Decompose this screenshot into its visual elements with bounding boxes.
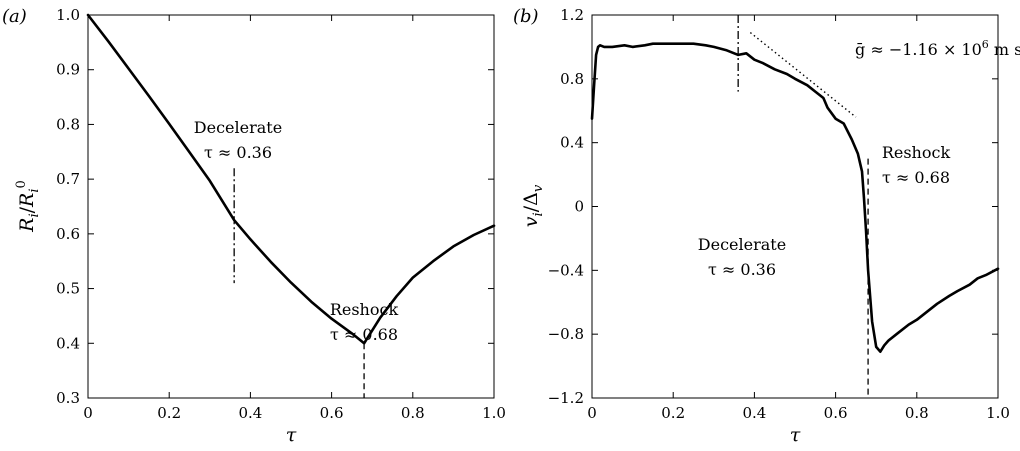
- panel-a-x-tick-label: 0.8: [401, 404, 425, 422]
- panel-b-x-tick-label: 1.0: [986, 404, 1010, 422]
- panel-b-reshock-value: τ ≈ 0.68: [882, 168, 950, 187]
- panel-a-x-axis-label: τ: [286, 424, 297, 446]
- panel-a-series-line: [86, 13, 496, 345]
- panel-b-y-tick-label: 0: [574, 198, 584, 216]
- panel-a: (a) 0 0.2 0.4 0.6 0.8 1.0 0.3 0.4 0.5 0.6 0.7 0.8 0.…: [2, 6, 506, 446]
- panel-a-y-tick-label: 1.0: [56, 6, 80, 24]
- panel-b-y-tick-label: −0.8: [548, 325, 584, 343]
- panel-b-series-line: [590, 42, 1000, 354]
- panel-b-plot-frame: [591, 14, 999, 399]
- panel-a-y-tick-label: 0.3: [56, 389, 80, 407]
- panel-a-y-axis-label: Ri/Ri0: [14, 180, 42, 233]
- panel-a-plot-frame: [87, 14, 495, 399]
- panel-b-y-tick-label: 0.8: [560, 70, 584, 88]
- panel-b-decelerate-value: τ ≈ 0.36: [708, 260, 776, 279]
- panel-a-x-tick-label: 1.0: [482, 404, 506, 422]
- panel-b-y-tick-label: −1.2: [548, 389, 584, 407]
- panel-a-x-tick-label: 0.6: [320, 404, 344, 422]
- panel-b-ticks: 0 0.2 0.4 0.6 0.8 1.0 −1.2 −0.8 −0.4 0 0.4 0.8 1.2: [548, 6, 1010, 422]
- panel-b: (b) 0 0.2 0.4 0.6 0.8 1.0 −1.2 −0.8 −0.4 0 0.4 0.8 1…: [513, 6, 1020, 446]
- panel-b-label: (b): [513, 6, 539, 27]
- panel-b-x-tick-label: 0: [587, 404, 597, 422]
- panel-b-deceleration-annotation: ḡ ≈ −1.16 × 106 m s−2: [855, 38, 1020, 59]
- panel-a-y-tick-label: 0.5: [56, 280, 80, 298]
- panel-a-y-tick-label: 0.4: [56, 334, 80, 352]
- panel-b-y-tick-label: 0.4: [560, 134, 584, 152]
- panel-b-x-axis-label: τ: [790, 424, 801, 446]
- panel-a-decelerate-value: τ ≈ 0.36: [204, 143, 272, 162]
- panel-b-x-tick-label: 0.4: [742, 404, 766, 422]
- panel-a-x-tick-label: 0: [83, 404, 93, 422]
- panel-a-label: (a): [2, 6, 27, 27]
- panel-a-reshock-label: Reshock: [330, 300, 399, 319]
- panel-b-decelerate-label: Decelerate: [698, 235, 786, 254]
- panel-b-x-tick-label: 0.6: [824, 404, 848, 422]
- panel-a-ticks: 0 0.2 0.4 0.6 0.8 1.0 0.3 0.4 0.5 0.6 0.7 0.8 0.9 1.0: [56, 6, 506, 422]
- panel-a-y-tick-label: 0.7: [56, 170, 80, 188]
- panel-b-x-tick-label: 0.2: [661, 404, 685, 422]
- panel-a-marks: [86, 13, 496, 398]
- panel-a-y-tick-label: 0.8: [56, 115, 80, 133]
- panel-b-deceleration-trend-line: [749, 32, 857, 118]
- panel-b-y-axis-label: vi/Δv: [520, 184, 546, 227]
- panel-a-reshock-value: τ ≈ 0.68: [330, 325, 398, 344]
- panel-a-decelerate-label: Decelerate: [194, 118, 282, 137]
- panel-a-y-tick-label: 0.6: [56, 225, 80, 243]
- panel-a-x-tick-label: 0.4: [238, 404, 262, 422]
- panel-b-reshock-label: Reshock: [882, 143, 951, 162]
- panel-a-y-tick-label: 0.9: [56, 61, 80, 79]
- panel-a-x-tick-label: 0.2: [157, 404, 181, 422]
- panel-b-y-tick-label: 1.2: [560, 6, 584, 24]
- panel-b-y-tick-label: −0.4: [548, 261, 584, 279]
- panel-b-x-tick-label: 0.8: [905, 404, 929, 422]
- panel-b-marks: [590, 15, 1000, 398]
